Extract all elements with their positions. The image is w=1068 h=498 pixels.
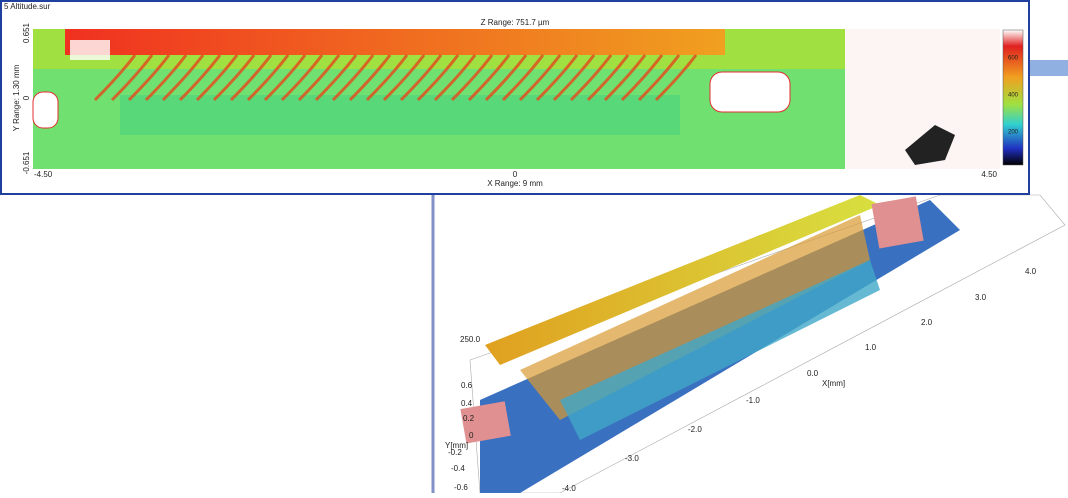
lead (637, 54, 681, 102)
x-tick-label: 3.0 (975, 293, 987, 302)
colorbar-tick-label: 200 (1008, 130, 1019, 136)
colorbar-tick-label: 400 (1008, 93, 1019, 99)
x-tick-label: 0.0 (807, 369, 819, 378)
lead (246, 54, 290, 102)
lead (620, 54, 664, 102)
y-tick-label: -0.651 (22, 151, 31, 174)
lead (280, 54, 324, 102)
x-tick-label: 2.0 (921, 318, 933, 327)
y-tick-label: -0.4 (451, 464, 465, 473)
connector (1030, 60, 1068, 76)
lead (433, 54, 477, 102)
lead (314, 54, 358, 102)
x-tick-label: 1.0 (865, 343, 877, 352)
y-tick-label: 0.651 (22, 22, 31, 43)
y-tick-label: 0.6 (461, 381, 473, 390)
lead (93, 54, 137, 102)
lead (586, 54, 630, 102)
leads (93, 54, 698, 102)
lead (467, 54, 511, 102)
y-tick-label: 0.2 (463, 414, 475, 423)
x-tick-label: 4.50 (981, 170, 997, 179)
lead (263, 54, 307, 102)
lead (535, 54, 579, 102)
colorbar (1002, 29, 1024, 166)
lead (603, 54, 647, 102)
x-tick-label: -2.0 (688, 425, 702, 434)
colorbar-tick-label: 600 (1008, 56, 1019, 62)
x-tick-label: -4.0 (562, 484, 576, 493)
x-tick-label: -3.0 (625, 454, 639, 463)
lead (348, 54, 392, 102)
z-tick: 250.0 (460, 335, 481, 344)
lead (569, 54, 613, 102)
lead (382, 54, 426, 102)
y-range: Y Range: 1.30 mm (12, 64, 21, 131)
window-title: 5 Altitude.sur (4, 2, 51, 11)
x-ticks: -4.50 0 4.50 (34, 170, 998, 179)
lead (365, 54, 409, 102)
lead (161, 54, 205, 102)
lead (212, 54, 256, 102)
lead (450, 54, 494, 102)
x-axis-label: X[mm] (822, 379, 845, 388)
x-tick-label: 0 (513, 170, 518, 179)
y-ticks: 0.651 0 -0.651 (22, 22, 31, 174)
x-tick-label: -4.50 (34, 170, 53, 179)
lead (552, 54, 596, 102)
colorbar-ticks: 600 400 200 (1008, 56, 1019, 136)
z-range: Z Range: 751.7 µm (481, 18, 550, 27)
lead (518, 54, 562, 102)
y-tick-label: -0.6 (454, 483, 468, 492)
x-tick-label: -1.0 (746, 396, 760, 405)
x-tick-label: 4.0 (1025, 267, 1037, 276)
lead (399, 54, 443, 102)
y-tick-label: -0.2 (448, 448, 462, 457)
y-tick-label: 0.4 (461, 399, 473, 408)
lead (229, 54, 273, 102)
lead (127, 54, 171, 102)
lead (654, 54, 698, 102)
lead (178, 54, 222, 102)
y-tick-label: 0 (469, 431, 474, 440)
altitude-image (32, 29, 1000, 169)
lead (297, 54, 341, 102)
y-axis-label: Y[mm] (445, 441, 468, 450)
x-ticks: 4.0 3.0 2.0 1.0 0.0 -1.0 -2.0 -3.0 -4.0 (562, 267, 1037, 493)
x-range: X Range: 9 mm (487, 179, 543, 188)
y-ticks: 0.6 0.4 0.2 0 -0.2 -0.4 -0.6 (448, 381, 475, 492)
lead (484, 54, 528, 102)
y-tick-label: 0 (22, 95, 31, 100)
lead (331, 54, 375, 102)
lead (195, 54, 239, 102)
lead (110, 54, 154, 102)
lead (501, 54, 545, 102)
lead (416, 54, 460, 102)
view3d-plot (460, 194, 1066, 494)
lead (144, 54, 188, 102)
